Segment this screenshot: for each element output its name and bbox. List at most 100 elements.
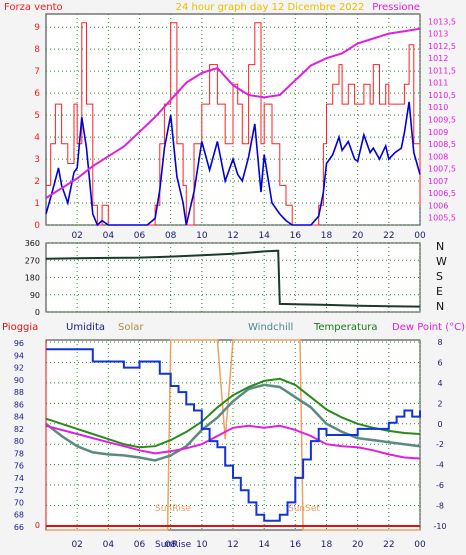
y-tick-label: 4: [34, 133, 40, 143]
series-humidity-line: [46, 348, 421, 522]
x-tick-label: 02: [71, 540, 82, 550]
y2-tick-label: 1006,5: [428, 189, 456, 198]
y2-tick-label: 8: [437, 338, 442, 347]
dir-n-bottom: N: [436, 300, 444, 313]
temperature-label: Temperatura: [313, 322, 378, 333]
y2-tick-label: 1006: [428, 201, 448, 210]
y-tick-label: 180: [25, 274, 40, 283]
humidity-label: Umidita: [66, 322, 105, 333]
x-tick-label: 00: [414, 231, 426, 241]
x-tick-label: 04: [103, 231, 115, 241]
x-tick-label: 06: [134, 540, 146, 550]
y2-tick-label: -2: [436, 440, 444, 449]
sunset-annotation: SunSet: [288, 504, 320, 514]
y2-tick-label: 1009: [428, 128, 448, 137]
y-tick-label: 70: [14, 498, 24, 507]
y-tick-label: 76: [14, 462, 24, 471]
y-tick-label: 72: [14, 486, 24, 495]
pressure-label: Pressione: [372, 2, 420, 13]
y-tick-label: 9: [34, 23, 40, 33]
rain-tick-label: 0: [35, 521, 40, 530]
x-tick-label: 08: [165, 231, 177, 241]
x-tick-label: 12: [227, 231, 238, 241]
y-tick-label: 90: [30, 291, 40, 300]
y-tick-label: 94: [14, 351, 24, 360]
x-tick-label: 20: [352, 231, 364, 241]
x-tick-label: 18: [321, 540, 333, 550]
series-solar-line: [46, 339, 420, 531]
y2-tick-label: 1008,5: [428, 140, 456, 149]
y-tick-label: 82: [14, 425, 24, 434]
dir-s: S: [436, 270, 443, 283]
wind-direction-panel: 360 270 180 90 0: [25, 239, 421, 317]
y-tick-label: 86: [14, 400, 24, 409]
x-tick-label: 10: [196, 540, 208, 550]
temp-humidity-panel: 02 04 06 08 10 12 14 16 18 20 22 006668707274767880…: [14, 338, 447, 550]
y2-tick-label: 1012,5: [428, 42, 456, 51]
y-tick-label: 360: [25, 239, 40, 248]
x-tick-label: 14: [258, 540, 270, 550]
y2-tick-label: 1012: [428, 54, 448, 63]
y2-tick-label: 1011: [428, 79, 448, 88]
y-tick-label: 3: [34, 155, 40, 165]
y-tick-label: 90: [14, 376, 24, 385]
windchill-label: Windchill: [248, 322, 293, 333]
x-tick-label: 16: [290, 231, 302, 241]
y-tick-label: 78: [14, 449, 24, 458]
x-tick-label: 20: [352, 540, 364, 550]
series-direction-line: [45, 249, 421, 308]
series-windchill-line: [45, 383, 421, 462]
y-tick-label: 92: [14, 364, 24, 373]
dir-e: E: [436, 285, 443, 298]
y-tick-label: 270: [25, 256, 40, 265]
y2-tick-label: 1011,5: [428, 66, 456, 75]
sunrise-axis-label: SunRise: [155, 540, 192, 550]
y-tick-label: 6: [34, 89, 40, 99]
x-tick-label: 06: [134, 231, 146, 241]
x-tick-label: 14: [258, 231, 270, 241]
y-tick-label: 88: [14, 388, 24, 397]
x-tick-label: 16: [290, 540, 302, 550]
y2-tick-label: 1007: [428, 177, 448, 186]
x-tick-label: 08: [165, 540, 177, 550]
series-gust-line: [46, 22, 421, 226]
y-tick-label: 2: [34, 177, 40, 187]
solar-label: Solar: [118, 322, 144, 333]
x-tick-label: 18: [321, 231, 333, 241]
y-tick-label: 74: [14, 474, 24, 483]
y-tick-label: 5: [34, 111, 40, 121]
y2-tick-label: 4: [437, 379, 442, 388]
y2-tick-label: 1013: [428, 30, 448, 39]
y-tick-label: 68: [14, 511, 24, 520]
y-tick-label: 1: [34, 199, 40, 209]
series-speed-line: [45, 101, 421, 227]
x-tick-label: 04: [103, 540, 115, 550]
y2-tick-label: -10: [433, 522, 446, 531]
y-tick-label: 96: [14, 339, 24, 348]
y2-tick-label: 1005,5: [428, 214, 456, 223]
sunrise-annotation: SunRise: [155, 504, 192, 514]
y2-tick-label: 1010,5: [428, 91, 456, 100]
y2-tick-label: 6: [437, 358, 442, 367]
y2-tick-label: 2: [437, 399, 442, 408]
dir-w: W: [436, 255, 447, 268]
x-tick-label: 12: [227, 540, 238, 550]
dewpoint-label: Dew Point (°C): [392, 322, 465, 333]
y2-tick-label: 1013,5: [428, 17, 456, 26]
y-tick-label: 84: [14, 413, 24, 422]
y2-tick-label: -4: [436, 461, 444, 470]
y2-tick-label: 1010: [428, 103, 448, 112]
dir-n-top: N: [436, 240, 444, 253]
series-pressure-line: [45, 27, 421, 199]
y-tick-label: 80: [14, 437, 24, 446]
y-tick-label: 0: [35, 308, 40, 317]
x-tick-label: 02: [71, 231, 82, 241]
y2-tick-label: 1009,5: [428, 116, 456, 125]
wind-pressure-panel: 02 04 06 08 10 12 14 16 18 20 22 0001234567891005,5…: [34, 13, 456, 241]
series-temperature-line: [45, 377, 421, 449]
y2-tick-label: 0: [437, 420, 442, 429]
chart-title: 24 hour graph day 12 Dicembre 2022: [176, 2, 365, 13]
y2-tick-label: -8: [436, 501, 444, 510]
rain-label: Pioggia: [2, 322, 38, 333]
